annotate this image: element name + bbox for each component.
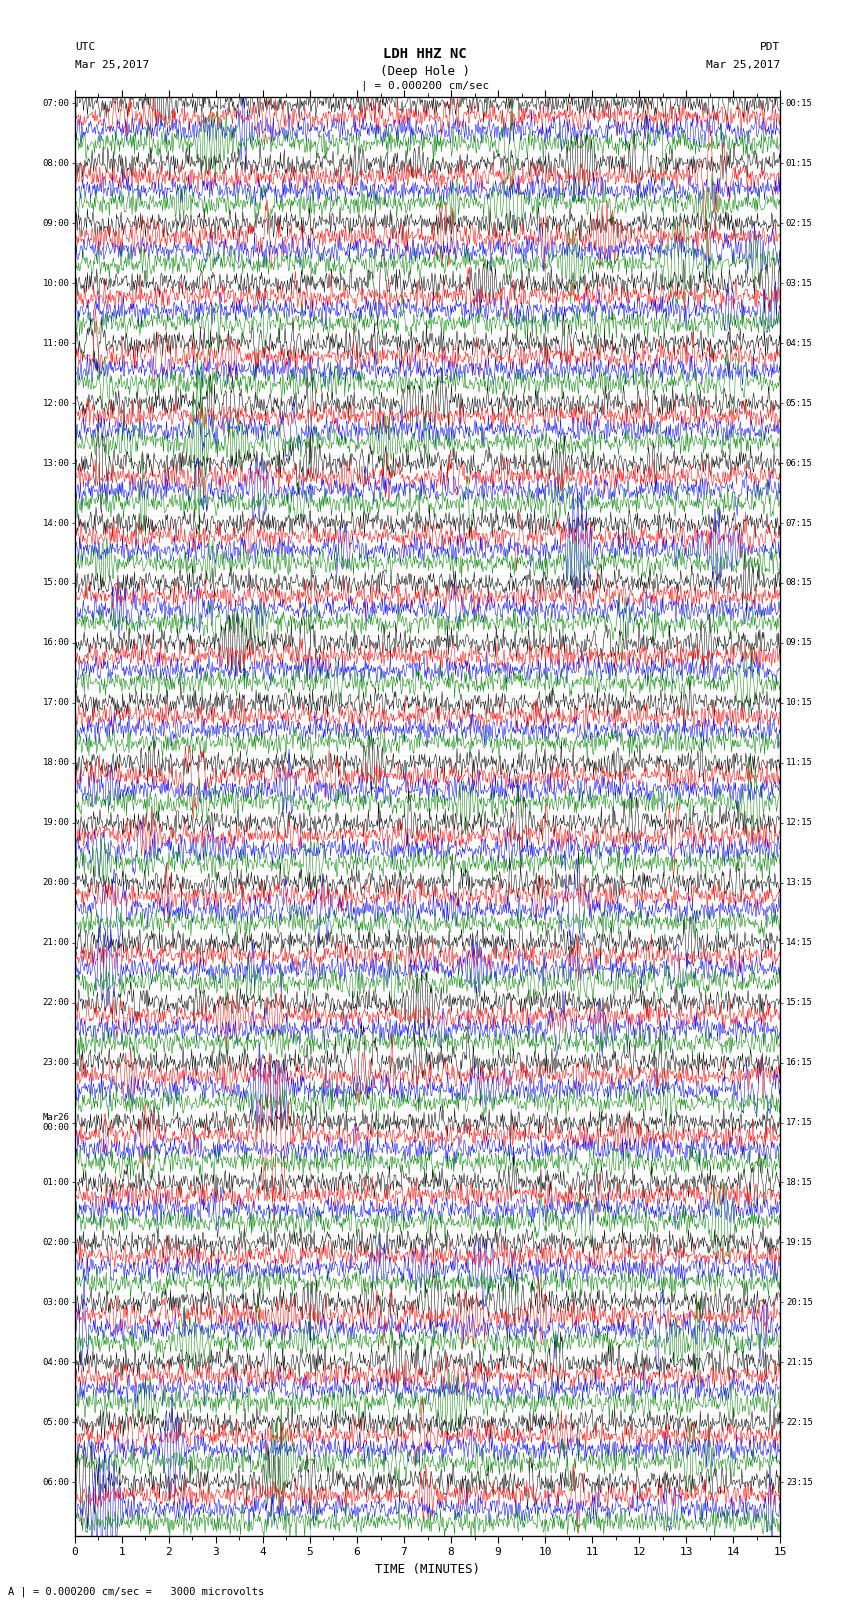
Text: | = 0.000200 cm/sec: | = 0.000200 cm/sec — [361, 81, 489, 92]
X-axis label: TIME (MINUTES): TIME (MINUTES) — [375, 1563, 480, 1576]
Text: (Deep Hole ): (Deep Hole ) — [380, 65, 470, 77]
Text: A | = 0.000200 cm/sec =   3000 microvolts: A | = 0.000200 cm/sec = 3000 microvolts — [8, 1586, 264, 1597]
Text: LDH HHZ NC: LDH HHZ NC — [383, 47, 467, 61]
Text: Mar 25,2017: Mar 25,2017 — [75, 60, 149, 69]
Text: PDT: PDT — [760, 42, 780, 52]
Text: UTC: UTC — [75, 42, 95, 52]
Text: Mar 25,2017: Mar 25,2017 — [706, 60, 780, 69]
